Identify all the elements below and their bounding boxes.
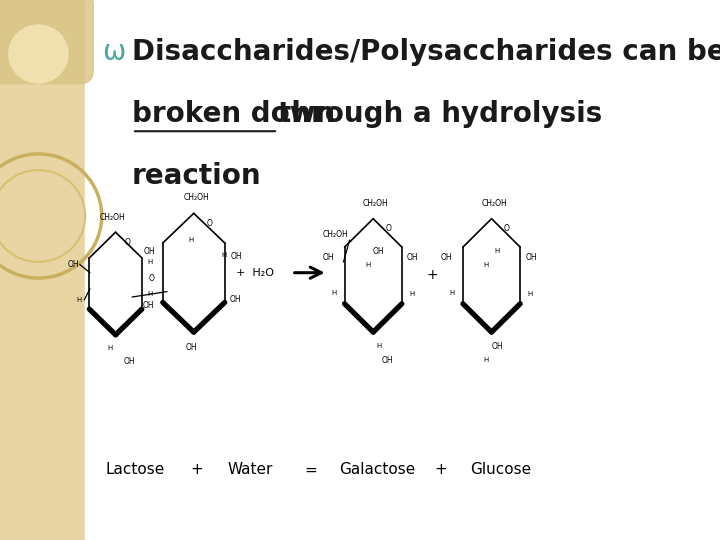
- Text: ω: ω: [102, 38, 125, 66]
- Text: OH: OH: [323, 253, 334, 262]
- Text: O: O: [148, 274, 154, 282]
- Text: OH: OH: [185, 343, 197, 352]
- Text: Disaccharides/Polysaccharides can be: Disaccharides/Polysaccharides can be: [132, 38, 720, 66]
- Text: +  H₂O: + H₂O: [236, 268, 274, 278]
- Text: H: H: [331, 289, 336, 296]
- Text: Lactose: Lactose: [105, 462, 164, 477]
- Text: H: H: [483, 357, 489, 363]
- Bar: [0, 0, 86, 540]
- Text: H: H: [409, 291, 415, 298]
- Text: H: H: [189, 237, 194, 243]
- Text: broken down: broken down: [132, 100, 345, 128]
- Text: =: =: [305, 462, 318, 477]
- Text: H: H: [528, 291, 533, 298]
- Text: OH: OH: [230, 252, 242, 261]
- FancyBboxPatch shape: [0, 0, 94, 84]
- Text: H: H: [222, 252, 227, 258]
- Text: CH₂OH: CH₂OH: [363, 199, 389, 208]
- Text: H: H: [376, 343, 382, 349]
- Text: CH₂OH: CH₂OH: [184, 193, 210, 201]
- Text: OH: OH: [229, 295, 241, 304]
- Text: CH₂OH: CH₂OH: [482, 199, 507, 208]
- Bar: [86, 0, 551, 540]
- Text: O: O: [503, 225, 509, 233]
- Text: H: H: [365, 261, 370, 268]
- Text: OH: OH: [143, 301, 154, 309]
- Text: O: O: [125, 238, 130, 247]
- Circle shape: [8, 24, 68, 84]
- Text: O: O: [207, 219, 213, 228]
- Text: reaction: reaction: [132, 162, 262, 190]
- Text: H: H: [449, 289, 454, 296]
- Text: OH: OH: [526, 253, 537, 262]
- Text: Galactose: Galactose: [339, 462, 415, 477]
- Text: +: +: [426, 268, 438, 282]
- Text: H: H: [148, 259, 153, 265]
- Text: +: +: [434, 462, 446, 477]
- Text: OH: OH: [68, 260, 79, 269]
- Text: through a hydrolysis: through a hydrolysis: [278, 100, 602, 128]
- Text: OH: OH: [124, 357, 135, 366]
- Text: H: H: [107, 345, 113, 352]
- Text: H: H: [76, 296, 81, 303]
- Text: +: +: [191, 462, 204, 477]
- Text: OH: OH: [144, 247, 156, 255]
- Text: OH: OH: [381, 356, 393, 364]
- Text: OH: OH: [407, 253, 418, 262]
- Text: CH₂OH: CH₂OH: [323, 231, 348, 239]
- Text: H: H: [147, 291, 153, 298]
- Text: CH₂OH: CH₂OH: [100, 213, 126, 221]
- Text: Glucose: Glucose: [470, 462, 531, 477]
- Text: OH: OH: [441, 253, 452, 262]
- Text: H: H: [495, 248, 500, 254]
- Text: OH: OH: [491, 342, 503, 350]
- Text: Water: Water: [228, 462, 273, 477]
- Text: OH: OH: [373, 247, 384, 255]
- Text: O: O: [385, 225, 391, 233]
- Text: H: H: [483, 261, 489, 268]
